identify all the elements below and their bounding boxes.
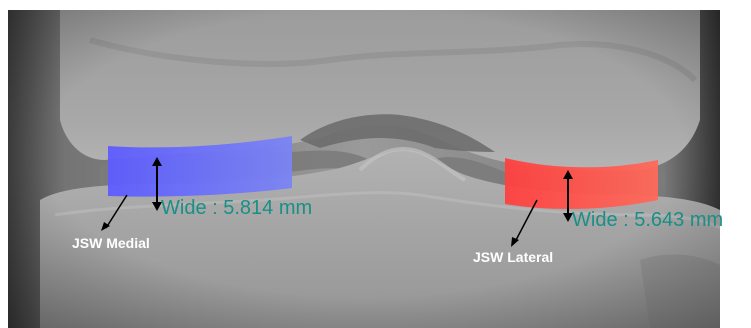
lateral-label: JSW Lateral bbox=[473, 249, 553, 265]
medial-label: JSW Medial bbox=[72, 235, 150, 251]
medial-joint-space-region bbox=[108, 136, 292, 197]
lateral-width-arrow bbox=[563, 170, 573, 222]
lateral-measurement-text: Wide : 5.643 mm bbox=[572, 209, 723, 231]
medial-width-arrow bbox=[152, 157, 162, 211]
lateral-label-pointer bbox=[511, 199, 538, 247]
lateral-joint-space-region bbox=[505, 158, 658, 209]
medial-measurement-text: Wide : 5.814 mm bbox=[161, 197, 312, 219]
medial-label-pointer bbox=[101, 194, 128, 231]
